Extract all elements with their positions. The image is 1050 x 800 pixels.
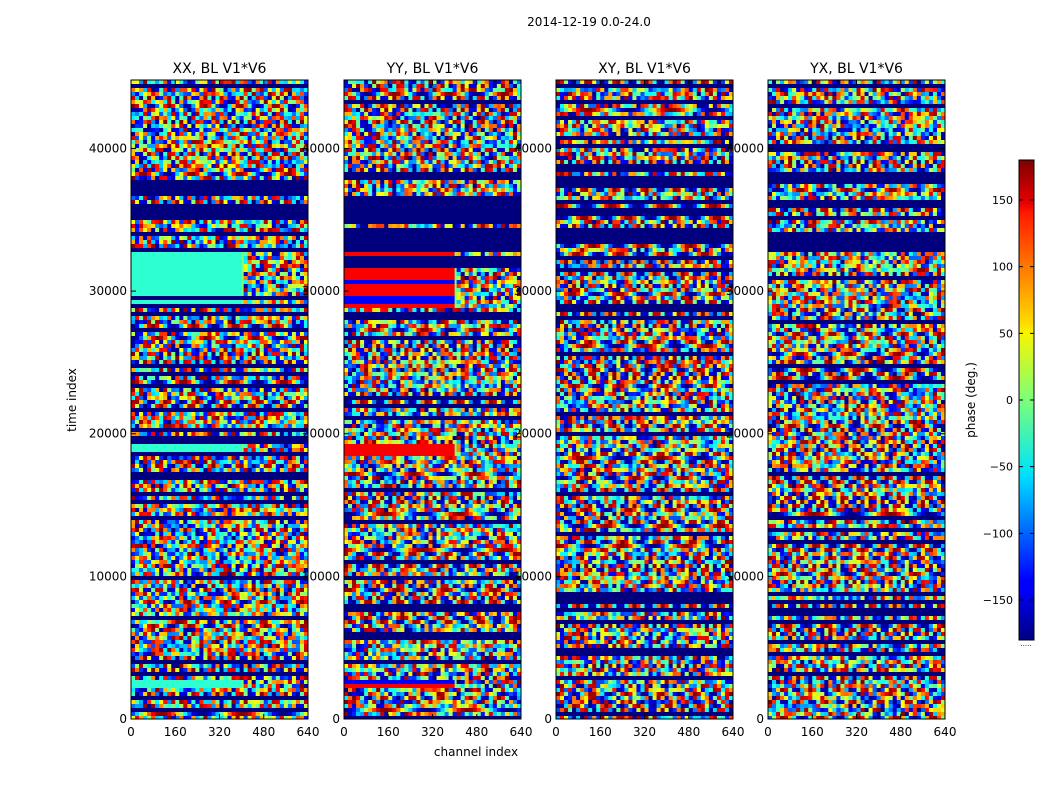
panel-1: YY, BL V1*V6 0 10000 20000 30000 40000 0 160 320…	[302, 61, 533, 739]
x-tick-label: 0	[552, 725, 560, 739]
y-axis-label: time index	[65, 368, 79, 432]
heatmap-image	[344, 80, 521, 719]
x-tick-label: 480	[465, 725, 488, 739]
panel-title: XX, BL V1*V6	[173, 61, 267, 77]
x-tick-label: 640	[510, 725, 533, 739]
colorbar-tick-label: −50	[990, 461, 1013, 474]
x-tick-label: 480	[889, 725, 912, 739]
y-tick-label: 20000	[726, 427, 764, 441]
y-tick-label: 10000	[89, 569, 127, 583]
y-tick-label: 0	[544, 712, 552, 726]
y-tick-label: 30000	[514, 284, 552, 298]
y-tick-label: 40000	[89, 141, 127, 155]
y-tick-label: 0	[332, 712, 340, 726]
colorbar-tick-label: −100	[983, 527, 1013, 540]
y-tick-label: 10000	[514, 569, 552, 583]
x-tick-label: 160	[164, 725, 187, 739]
x-tick-label: 160	[377, 725, 400, 739]
x-tick-label: 480	[252, 725, 275, 739]
panel-title: XY, BL V1*V6	[598, 61, 691, 77]
colorbar-ticks: −150 −100 −50 0 50 100 150	[983, 194, 1034, 607]
y-tick-label: 30000	[302, 284, 340, 298]
panel-title: YY, BL V1*V6	[386, 61, 479, 77]
panel-title: YX, BL V1*V6	[809, 61, 903, 77]
y-tick-label: 0	[756, 712, 764, 726]
y-tick-label: 30000	[89, 284, 127, 298]
x-axis-label: channel index	[434, 745, 518, 759]
y-tick-label: 0	[119, 712, 127, 726]
x-tick-label: 320	[421, 725, 444, 739]
x-tick-label: 640	[297, 725, 320, 739]
colorbar-tick-label: 150	[992, 194, 1013, 207]
x-tick-label: 0	[340, 725, 348, 739]
y-tick-label: 20000	[514, 427, 552, 441]
y-tick-label: 40000	[514, 141, 552, 155]
x-tick-label: 0	[127, 725, 135, 739]
colorbar-tick-label: −150	[983, 594, 1013, 607]
colorbar-tick-label: 0	[1006, 394, 1013, 407]
x-tick-label: 320	[845, 725, 868, 739]
x-tick-label: 480	[677, 725, 700, 739]
panel-3: YX, BL V1*V6 0 10000 20000 30000 40000 0 160 320…	[726, 61, 957, 739]
colorbar-extra-mark: .....	[1020, 640, 1031, 648]
x-tick-label: 640	[934, 725, 957, 739]
y-tick-label: 10000	[302, 569, 340, 583]
x-tick-label: 0	[764, 725, 772, 739]
colorbar-tick-label: 100	[992, 261, 1013, 274]
heatmap-image	[556, 80, 733, 719]
figure-suptitle: 2014-12-19 0.0-24.0	[527, 15, 651, 29]
y-tick-label: 40000	[726, 141, 764, 155]
x-tick-label: 320	[633, 725, 656, 739]
colorbar: −150 −100 −50 0 50 100 150 phase (deg.) .....	[964, 159, 1035, 648]
heatmap-image	[131, 80, 308, 719]
panel-0: XX, BL V1*V6 0 10000 20000 30000 40000 0 160 320…	[89, 61, 320, 739]
panel-2: XY, BL V1*V6 0 10000 20000 30000 40000 0 160 320…	[514, 61, 745, 739]
x-tick-label: 320	[208, 725, 231, 739]
x-tick-label: 640	[722, 725, 745, 739]
x-tick-label: 160	[589, 725, 612, 739]
panels: XX, BL V1*V6 0 10000 20000 30000 40000 0 160 320…	[89, 61, 957, 739]
y-tick-label: 10000	[726, 569, 764, 583]
y-tick-label: 30000	[726, 284, 764, 298]
y-tick-label: 20000	[302, 427, 340, 441]
y-tick-label: 40000	[302, 141, 340, 155]
colorbar-label: phase (deg.)	[964, 362, 978, 438]
y-tick-label: 20000	[89, 427, 127, 441]
x-tick-label: 160	[801, 725, 824, 739]
colorbar-tick-label: 50	[999, 327, 1013, 340]
heatmap-image	[768, 80, 945, 719]
